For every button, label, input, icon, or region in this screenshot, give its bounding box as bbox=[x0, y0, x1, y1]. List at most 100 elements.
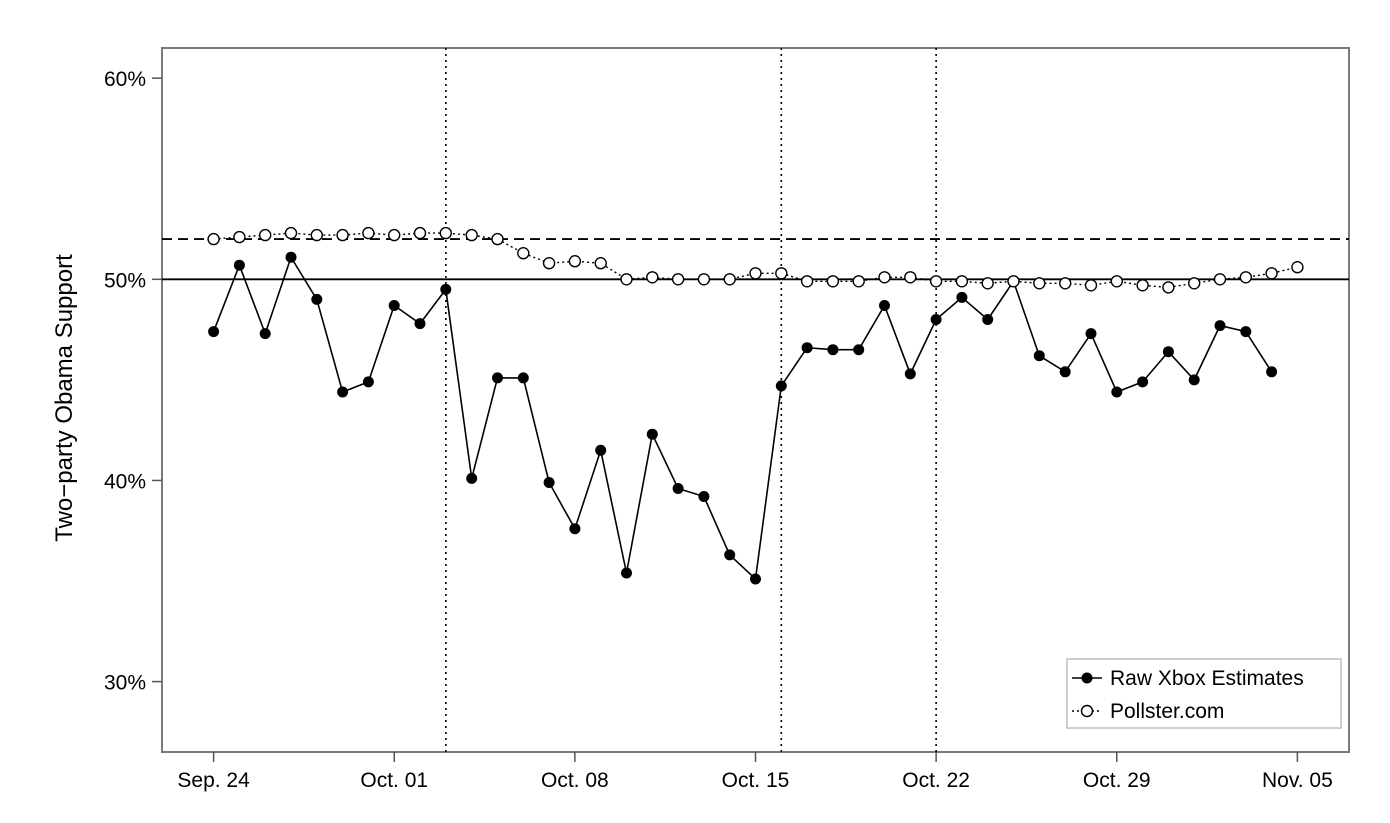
y-axis-ticks: 30% 40% 50% 60% bbox=[104, 68, 162, 695]
data-point bbox=[1033, 277, 1046, 290]
data-point bbox=[492, 372, 503, 384]
y-tick-label: 50% bbox=[104, 269, 146, 292]
data-point bbox=[1085, 328, 1097, 340]
data-point bbox=[930, 314, 942, 325]
legend-label-pollster: Pollster.com bbox=[1110, 700, 1224, 723]
data-point bbox=[569, 523, 581, 535]
data-point bbox=[466, 472, 478, 484]
data-point bbox=[491, 232, 504, 246]
data-point bbox=[1162, 346, 1174, 358]
data-point bbox=[259, 328, 271, 340]
data-point bbox=[542, 257, 556, 270]
data-point bbox=[1137, 376, 1149, 388]
data-point bbox=[543, 477, 555, 488]
data-point bbox=[439, 226, 452, 240]
data-point bbox=[1059, 366, 1071, 378]
data-point bbox=[878, 271, 891, 284]
data-point bbox=[1188, 374, 1200, 386]
data-point bbox=[1214, 320, 1226, 332]
data-point bbox=[337, 386, 349, 398]
data-point bbox=[1136, 279, 1149, 292]
data-point bbox=[440, 283, 452, 295]
data-point bbox=[955, 275, 969, 288]
series-raw-xbox-estimates bbox=[208, 251, 1278, 585]
data-point bbox=[750, 573, 761, 585]
data-point bbox=[208, 326, 220, 338]
data-point bbox=[1111, 386, 1123, 398]
data-point bbox=[852, 275, 865, 288]
data-point bbox=[724, 549, 736, 561]
data-point bbox=[621, 567, 632, 579]
data-point bbox=[595, 444, 607, 456]
data-point bbox=[594, 257, 607, 270]
plot-frame bbox=[161, 47, 1350, 753]
data-point bbox=[1033, 350, 1045, 362]
data-point bbox=[233, 230, 246, 244]
data-point bbox=[981, 277, 994, 290]
x-tick-label: Oct. 15 bbox=[722, 769, 790, 792]
reference-lines bbox=[162, 48, 1349, 752]
data-point bbox=[800, 275, 814, 288]
x-tick-label: Oct. 01 bbox=[360, 769, 428, 792]
data-point bbox=[672, 483, 684, 494]
legend-label-xbox: Raw Xbox Estimates bbox=[1110, 667, 1304, 690]
data-point bbox=[284, 226, 298, 240]
data-point bbox=[259, 228, 272, 242]
data-point bbox=[1110, 275, 1124, 288]
data-point bbox=[775, 267, 788, 280]
data-point bbox=[671, 273, 685, 286]
data-point bbox=[1265, 267, 1278, 280]
data-point bbox=[362, 226, 375, 240]
data-point bbox=[697, 273, 711, 286]
data-point bbox=[1291, 261, 1304, 274]
series-layer bbox=[207, 226, 1304, 585]
data-point bbox=[904, 368, 916, 380]
data-point bbox=[904, 271, 917, 284]
data-point bbox=[1239, 271, 1253, 284]
data-point bbox=[413, 226, 427, 240]
data-point bbox=[1084, 279, 1098, 292]
data-point bbox=[827, 344, 839, 356]
x-tick-label: Sep. 24 bbox=[177, 769, 250, 792]
legend: Raw Xbox Estimates Pollster.com bbox=[1066, 658, 1342, 729]
x-tick-label: Oct. 22 bbox=[902, 769, 970, 792]
y-tick-label: 40% bbox=[104, 470, 146, 493]
data-point bbox=[1213, 273, 1227, 286]
legend-marker-pollster bbox=[1080, 704, 1094, 718]
series-line bbox=[212, 255, 1273, 581]
data-point bbox=[982, 314, 994, 325]
data-point bbox=[568, 255, 582, 268]
data-point bbox=[233, 259, 245, 271]
series-pollster-com bbox=[207, 226, 1304, 294]
data-point bbox=[310, 228, 323, 242]
data-point bbox=[1162, 281, 1175, 294]
data-point bbox=[879, 300, 890, 311]
data-point bbox=[956, 291, 968, 303]
data-point bbox=[311, 293, 323, 305]
data-point bbox=[336, 228, 349, 242]
x-tick-label: Oct. 08 bbox=[541, 769, 609, 792]
data-point bbox=[1058, 277, 1072, 290]
data-point bbox=[801, 342, 813, 354]
data-point bbox=[517, 372, 529, 384]
data-point bbox=[388, 300, 400, 311]
data-point bbox=[723, 273, 736, 286]
y-tick-label: 60% bbox=[104, 68, 146, 91]
data-point bbox=[826, 275, 840, 288]
data-point bbox=[414, 318, 426, 330]
legend-box bbox=[1066, 658, 1342, 729]
data-point bbox=[775, 380, 787, 392]
y-tick-label: 30% bbox=[104, 672, 146, 695]
data-point bbox=[749, 267, 762, 280]
y-axis-title: Two−party Obama Support bbox=[51, 254, 78, 542]
data-point bbox=[465, 228, 478, 242]
data-point bbox=[646, 271, 659, 284]
data-point bbox=[1266, 366, 1278, 378]
legend-marker-xbox bbox=[1081, 672, 1093, 684]
x-tick-label: Oct. 29 bbox=[1083, 769, 1151, 792]
data-point bbox=[1187, 277, 1201, 290]
data-point bbox=[517, 246, 530, 260]
x-tick-label: Nov. 05 bbox=[1262, 769, 1333, 792]
data-point bbox=[853, 344, 865, 356]
